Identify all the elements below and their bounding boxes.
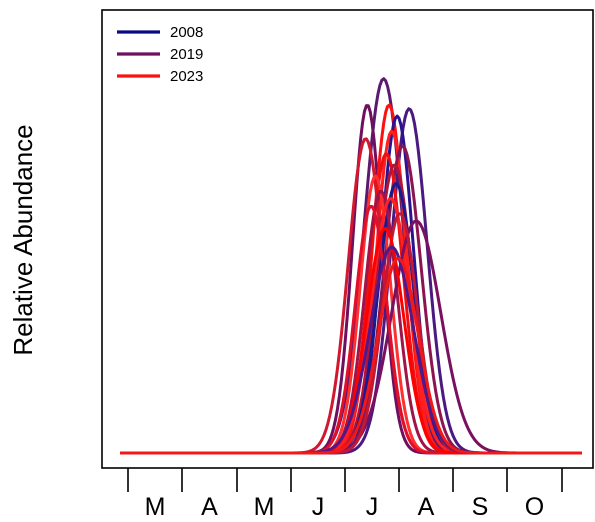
series-line [120,257,582,455]
legend-label: 2008 [170,24,203,41]
x-tick-label: O [525,493,544,521]
series-curves [120,77,582,455]
x-tick-label: A [418,493,435,521]
x-tick-label: M [254,493,275,521]
plot-frame [101,9,594,469]
x-tick-label: M [145,493,166,521]
x-tick-label: A [201,493,218,521]
legend-label: 2019 [170,46,203,63]
x-tick-label: J [312,493,325,521]
x-tick-label: S [472,493,489,521]
legend-label: 2023 [170,68,203,85]
x-tick-label: J [366,493,379,521]
legend: 2008 2019 2023 [117,24,203,85]
y-axis-label: Relative Abundance [8,124,38,355]
